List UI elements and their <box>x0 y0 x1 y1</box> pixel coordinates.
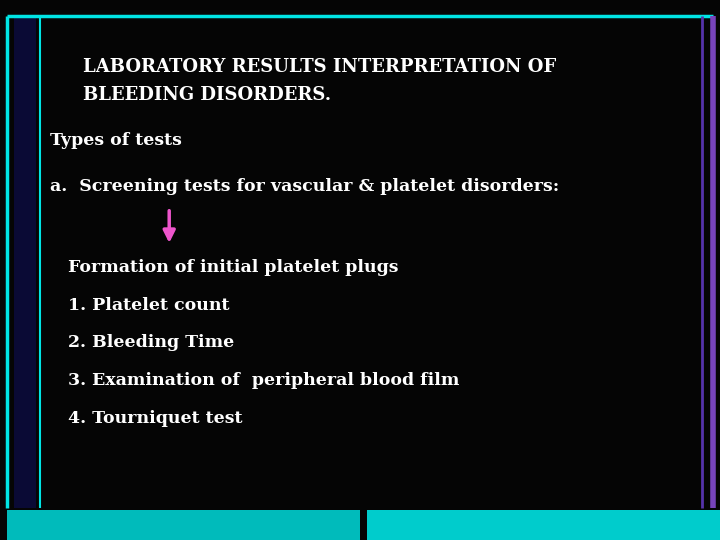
Text: a.  Screening tests for vascular & platelet disorders:: a. Screening tests for vascular & platel… <box>50 178 559 195</box>
Text: LABORATORY RESULTS INTERPRETATION OF: LABORATORY RESULTS INTERPRETATION OF <box>83 58 556 77</box>
Text: BLEEDING DISORDERS.: BLEEDING DISORDERS. <box>83 85 331 104</box>
Text: 4. Tourniquet test: 4. Tourniquet test <box>68 410 243 427</box>
Text: 2. Bleeding Time: 2. Bleeding Time <box>68 334 235 352</box>
Text: 1. Platelet count: 1. Platelet count <box>68 296 230 314</box>
Text: Formation of initial platelet plugs: Formation of initial platelet plugs <box>68 259 399 276</box>
Bar <box>14 16 36 508</box>
Text: Types of tests: Types of tests <box>50 132 182 149</box>
Text: 3. Examination of  peripheral blood film: 3. Examination of peripheral blood film <box>68 372 460 389</box>
Bar <box>7 510 360 540</box>
Bar <box>367 510 720 540</box>
